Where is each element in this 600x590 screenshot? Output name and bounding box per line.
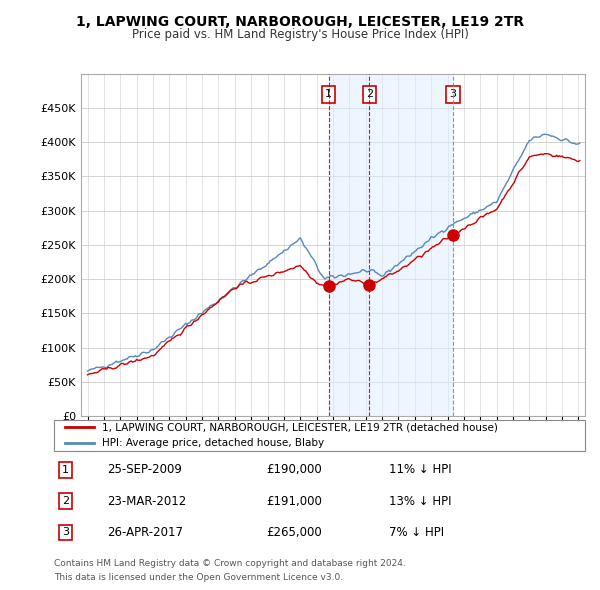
Text: £191,000: £191,000 xyxy=(266,494,322,508)
Text: This data is licensed under the Open Government Licence v3.0.: This data is licensed under the Open Gov… xyxy=(54,573,343,582)
Text: 2: 2 xyxy=(62,496,69,506)
Text: 1: 1 xyxy=(62,465,69,475)
Text: 25-SEP-2009: 25-SEP-2009 xyxy=(107,463,182,477)
Text: 3: 3 xyxy=(62,527,69,537)
Text: Price paid vs. HM Land Registry's House Price Index (HPI): Price paid vs. HM Land Registry's House … xyxy=(131,28,469,41)
Text: HPI: Average price, detached house, Blaby: HPI: Average price, detached house, Blab… xyxy=(102,438,324,448)
Text: 23-MAR-2012: 23-MAR-2012 xyxy=(107,494,187,508)
Bar xyxy=(329,74,453,416)
Text: 1, LAPWING COURT, NARBOROUGH, LEICESTER, LE19 2TR: 1, LAPWING COURT, NARBOROUGH, LEICESTER,… xyxy=(76,15,524,29)
Text: 13% ↓ HPI: 13% ↓ HPI xyxy=(389,494,451,508)
Text: 2: 2 xyxy=(366,89,373,99)
Text: Contains HM Land Registry data © Crown copyright and database right 2024.: Contains HM Land Registry data © Crown c… xyxy=(54,559,406,568)
Text: 1: 1 xyxy=(325,89,332,99)
Text: 11% ↓ HPI: 11% ↓ HPI xyxy=(389,463,451,477)
FancyBboxPatch shape xyxy=(54,420,585,451)
Text: 7% ↓ HPI: 7% ↓ HPI xyxy=(389,526,443,539)
Text: 3: 3 xyxy=(449,89,456,99)
Text: 1, LAPWING COURT, NARBOROUGH, LEICESTER, LE19 2TR (detached house): 1, LAPWING COURT, NARBOROUGH, LEICESTER,… xyxy=(102,422,497,432)
Text: £265,000: £265,000 xyxy=(266,526,322,539)
Text: 26-APR-2017: 26-APR-2017 xyxy=(107,526,183,539)
Text: £190,000: £190,000 xyxy=(266,463,322,477)
